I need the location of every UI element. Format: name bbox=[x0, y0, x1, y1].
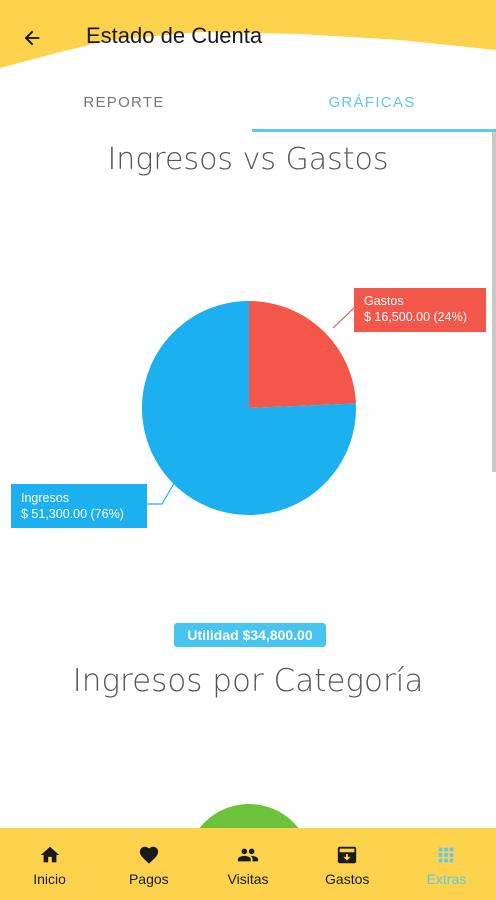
chart-title-ingresos-por-categoria: Ingresos por Categoría bbox=[72, 663, 424, 699]
gastos-callout: Gastos $ 16,500.00 (24%) bbox=[354, 288, 486, 332]
tab-bar: REPORTE GRÁFICAS bbox=[0, 72, 496, 132]
gastos-label: Gastos bbox=[364, 294, 404, 308]
heart-icon bbox=[139, 846, 158, 864]
gastos-value-label: $ 16,500.00 (24%) bbox=[364, 310, 467, 324]
nav-label-inicio: Inicio bbox=[33, 871, 66, 887]
people-icon bbox=[237, 848, 259, 862]
nav-label-pagos: Pagos bbox=[128, 871, 169, 887]
tab-reporte[interactable]: REPORTE bbox=[83, 93, 165, 111]
tab-graficas[interactable]: GRÁFICAS bbox=[328, 93, 416, 111]
tab-indicator bbox=[252, 129, 496, 132]
ingresos-callout: Ingresos $ 51,300.00 (76%) bbox=[11, 484, 147, 528]
ingresos-label: Ingresos bbox=[21, 491, 69, 505]
header-background bbox=[0, 0, 496, 68]
chart-title-ingresos-vs-gastos: Ingresos vs Gastos bbox=[107, 142, 389, 177]
grid-icon bbox=[439, 847, 454, 863]
utility-badge: Utilidad $34,800.00 bbox=[174, 623, 326, 647]
home-icon bbox=[40, 846, 59, 863]
pie-slice-ingresos bbox=[141, 301, 357, 515]
ingresos-value-label: $ 51,300.00 (76%) bbox=[21, 507, 124, 521]
nav-item-inicio[interactable]: Inicio bbox=[0, 828, 99, 900]
arrow-back-icon bbox=[24, 30, 40, 46]
bottom-navigation: Inicio Pagos Visitas Gastos Extras bbox=[0, 828, 496, 900]
nav-label-gastos: Gastos bbox=[325, 871, 370, 887]
nav-label-extras: Extras bbox=[426, 871, 467, 887]
pie-chart bbox=[141, 301, 357, 515]
leader-line-ingresos bbox=[147, 479, 177, 505]
pie-slice-gastos bbox=[249, 301, 356, 408]
leader-line-gastos bbox=[332, 307, 355, 329]
scrollbar[interactable] bbox=[492, 132, 496, 472]
back-button[interactable] bbox=[14, 20, 50, 56]
nav-item-visitas[interactable]: Visitas bbox=[198, 828, 297, 900]
nav-item-pagos[interactable]: Pagos bbox=[99, 828, 198, 900]
nav-label-visitas: Visitas bbox=[227, 871, 269, 887]
app-header: Estado de Cuenta bbox=[0, 0, 496, 72]
nav-item-gastos[interactable]: Gastos bbox=[298, 828, 397, 900]
page-title: Estado de Cuenta bbox=[86, 23, 263, 48]
nav-item-extras[interactable]: Extras bbox=[397, 828, 496, 900]
archive-icon bbox=[338, 846, 357, 864]
